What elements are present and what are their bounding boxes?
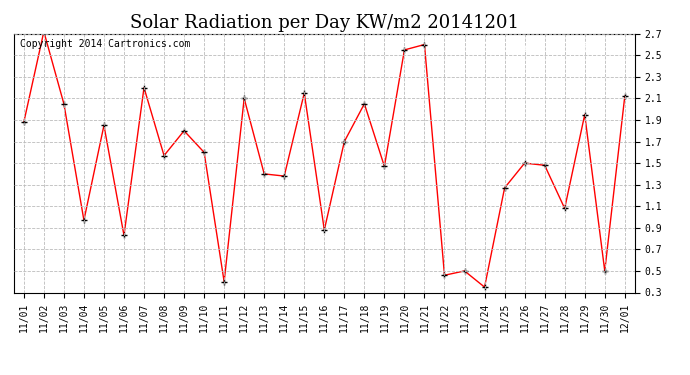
Text: Copyright 2014 Cartronics.com: Copyright 2014 Cartronics.com [20,39,190,49]
Title: Solar Radiation per Day KW/m2 20141201: Solar Radiation per Day KW/m2 20141201 [130,14,519,32]
